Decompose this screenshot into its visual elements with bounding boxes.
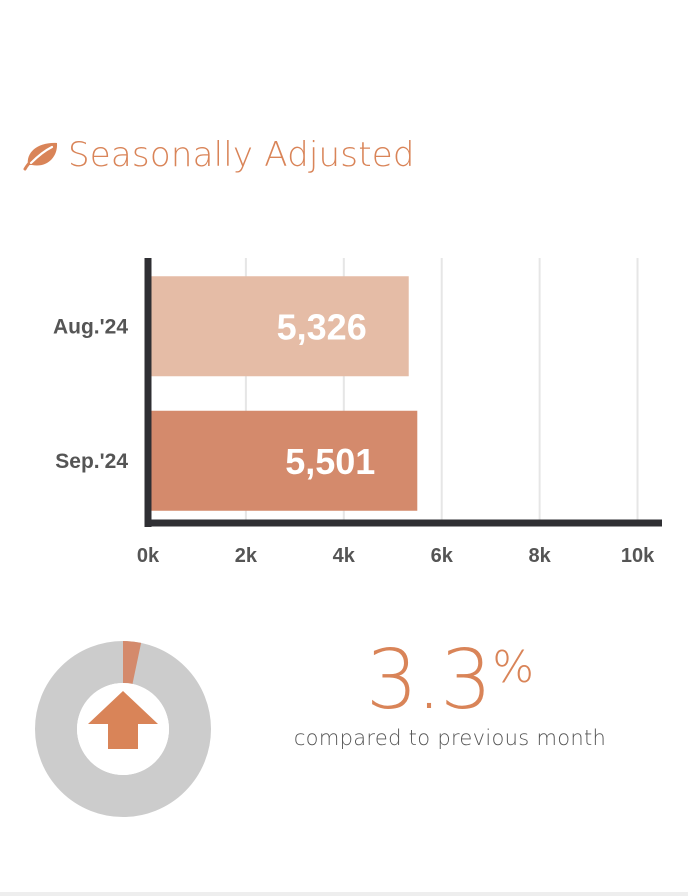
change-percent-number: 3.3 [365,633,492,728]
change-percent-unit: % [492,642,535,693]
chart-axes [144,258,662,527]
bar-chart: 0k 2k 4k 6k 8k 10k 5,326 Aug.'24 5,501 Sep.'24 [53,258,662,567]
section-title: Seasonally Adjusted [68,135,415,175]
arrow-up-icon [88,691,158,749]
change-value: 3.3% [270,640,630,722]
chart-labels: 0k 2k 4k 6k 8k 10k 5,326 Aug.'24 5,501 Sep.'24 [53,306,655,567]
x-tick-label: 8k [528,545,551,567]
change-caption: compared to previous month [293,726,607,750]
leaf-icon [23,142,58,171]
change-donut [35,641,211,817]
change-summary: 3.3% compared to previous month [270,640,630,751]
bar-value-label: 5,326 [277,306,367,347]
x-tick-label: 0k [137,545,160,567]
donut-change-slice [123,641,142,684]
x-tick-label: 10k [621,545,655,567]
bar-value-label: 5,501 [285,441,375,482]
x-tick-label: 4k [333,545,356,567]
x-tick-label: 2k [235,545,258,567]
bar [148,410,418,511]
category-label: Sep.'24 [55,450,128,473]
bottom-divider [0,892,688,896]
bar [148,276,409,377]
category-label: Aug.'24 [53,315,128,338]
chart-bars [148,276,418,511]
section-header: Seasonally Adjusted [22,132,415,178]
x-tick-label: 6k [431,545,454,567]
